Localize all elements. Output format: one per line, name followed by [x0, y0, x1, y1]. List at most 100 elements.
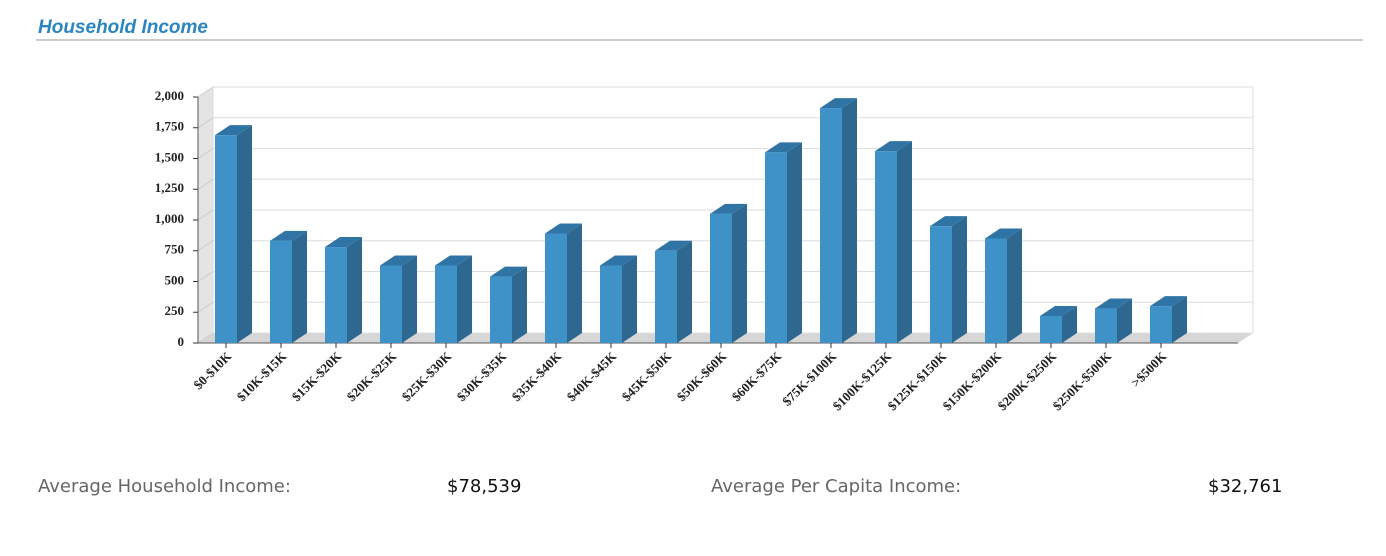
bar-side: [1117, 298, 1132, 343]
bar-front: [985, 238, 1007, 343]
bar-front: [325, 247, 347, 343]
chart-title: Household Income: [38, 17, 208, 38]
bar-top: [820, 98, 857, 109]
bar-side: [512, 266, 527, 343]
bar: [435, 255, 472, 343]
bar-front: [270, 240, 292, 343]
bar-top: [270, 230, 307, 241]
bar-side: [787, 142, 802, 343]
grid-line: [197, 301, 214, 313]
x-tick-label: $60K-$75K: [729, 348, 785, 404]
bar-top: [985, 228, 1022, 239]
bar-side: [842, 98, 857, 343]
bar-side: [347, 237, 362, 343]
bar: [270, 230, 307, 343]
bar-front: [215, 135, 237, 343]
bar-front: [820, 108, 842, 343]
bar-front: [710, 213, 732, 343]
bar: [820, 98, 857, 343]
bar-side: [1007, 228, 1022, 343]
bar-side: [732, 203, 747, 343]
grid-line: [197, 271, 214, 282]
x-tick-label: $20K-$25K: [344, 348, 400, 404]
stat-value: $32,761: [1208, 476, 1282, 497]
bar: [1095, 298, 1132, 343]
bar-top: [490, 266, 527, 277]
y-tick-label: 1,500: [155, 149, 184, 164]
bar: [765, 142, 802, 343]
bar-side: [237, 125, 252, 343]
bar: [930, 216, 967, 343]
bar: [875, 141, 912, 343]
bar-top: [710, 203, 747, 214]
y-tick-label: 0: [178, 334, 185, 349]
bar-top: [600, 255, 637, 266]
bar-top: [765, 142, 802, 153]
bar-top: [1040, 305, 1077, 316]
bar-top: [930, 216, 967, 227]
x-tick-label: $10K-$15K: [234, 348, 290, 404]
y-tick-label: 1,000: [155, 211, 184, 226]
x-tick-label: $50K-$60K: [674, 348, 730, 404]
y-tick-label: 2,000: [155, 88, 184, 103]
grid-line: [197, 240, 214, 252]
bar-top: [655, 240, 692, 251]
bar-side: [677, 240, 692, 343]
stat-label: Average Household Income:: [38, 476, 291, 497]
bar-top: [545, 223, 582, 234]
bar-front: [545, 233, 567, 343]
bar-side: [897, 141, 912, 343]
grid-line: [197, 148, 214, 159]
bar-side: [402, 255, 417, 343]
bar-front: [1150, 306, 1172, 343]
x-tick-label: $40K-$45K: [564, 348, 620, 404]
bar-top: [380, 255, 417, 266]
bar-front: [380, 265, 402, 343]
grid-line: [197, 209, 214, 221]
bar: [380, 255, 417, 343]
bar-front: [875, 151, 897, 343]
grid-line: [197, 86, 214, 98]
y-tick-label: 250: [165, 303, 185, 318]
bar-front: [930, 226, 952, 343]
bar-side: [567, 223, 582, 343]
bar: [325, 237, 362, 343]
x-tick-label: $45K-$50K: [619, 348, 675, 404]
bar-front: [1095, 308, 1117, 343]
bar-top: [435, 255, 472, 266]
bar-top: [215, 125, 252, 136]
bar-front: [655, 250, 677, 343]
x-tick-label: $35K-$40K: [509, 348, 565, 404]
bar-side: [1172, 296, 1187, 343]
bar-front: [1040, 315, 1062, 343]
bar: [985, 228, 1022, 343]
y-tick-label: 1,750: [155, 119, 184, 134]
x-tick-label: $250K-$500K: [1049, 348, 1114, 413]
x-tick-label: $0-$10K: [190, 348, 234, 392]
bar-front: [600, 265, 622, 343]
bar-top: [1150, 296, 1187, 307]
x-tick-label: $15K-$20K: [289, 348, 345, 404]
bar-top: [325, 237, 362, 248]
y-tick-label: 500: [165, 272, 185, 287]
bar-side: [952, 216, 967, 343]
bar-side: [457, 255, 472, 343]
y-tick-label: 1,250: [155, 180, 184, 195]
bar-top: [1095, 298, 1132, 309]
bar: [600, 255, 637, 343]
bar-top: [875, 141, 912, 152]
bar-side: [292, 230, 307, 343]
x-tick-label: $30K-$35K: [454, 348, 510, 404]
bar: [710, 203, 747, 343]
bar: [545, 223, 582, 343]
grid-line: [197, 117, 214, 129]
bar: [1150, 296, 1187, 343]
grid-line: [197, 332, 214, 344]
bar-front: [435, 265, 457, 343]
bar-front: [765, 152, 787, 343]
bar: [1040, 305, 1077, 343]
x-tick-label: $25K-$30K: [399, 348, 455, 404]
bar-side: [622, 255, 637, 343]
